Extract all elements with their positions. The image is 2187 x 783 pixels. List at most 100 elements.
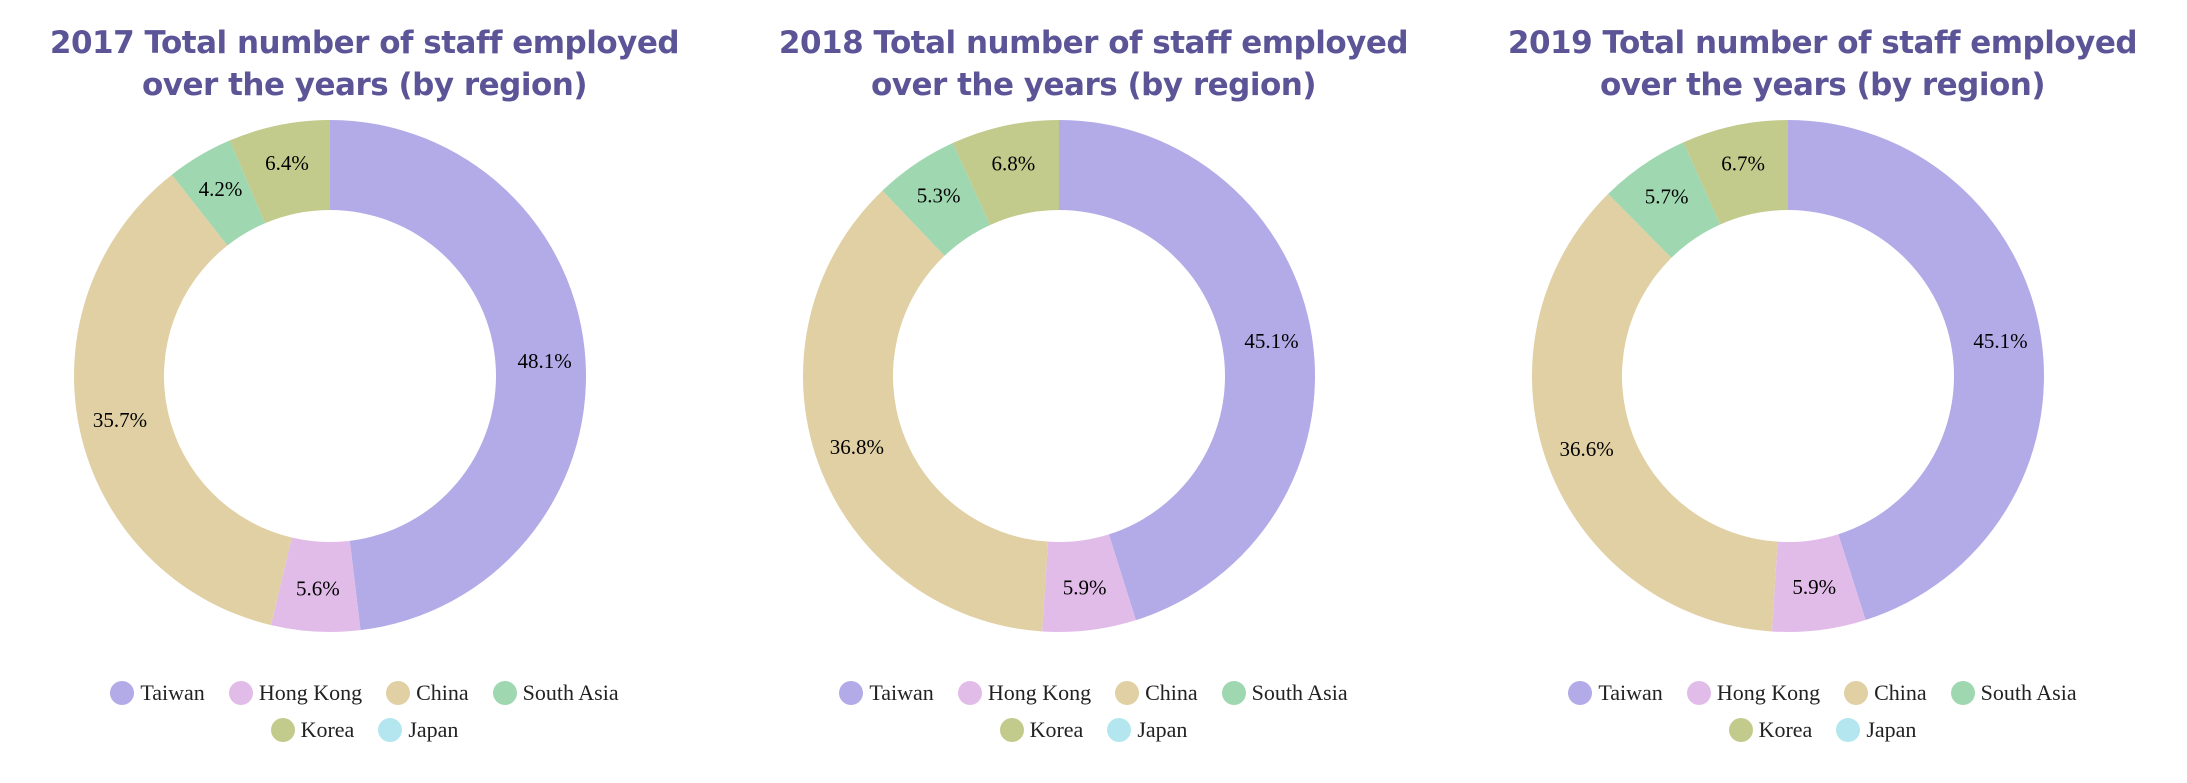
legend-item-japan[interactable]: Japan <box>378 717 458 743</box>
slice-label-south-asia: 5.7% <box>1645 184 1689 208</box>
legend-item-china[interactable]: China <box>1115 680 1198 706</box>
legend-swatch-japan <box>378 717 403 742</box>
legend-item-taiwan[interactable]: Taiwan <box>110 679 205 706</box>
legend-item-korea[interactable]: Korea <box>999 716 1084 743</box>
legend-swatch-taiwan <box>110 680 135 705</box>
chart-title: 2019 Total number of staff employed over… <box>1458 22 2187 106</box>
legend-item-china[interactable]: China <box>1844 680 1927 706</box>
legend-label-taiwan: Taiwan <box>1598 679 1663 705</box>
legend: Taiwan Hong Kong China South Asia Korea Japan <box>729 674 1458 748</box>
legend-label-korea: Korea <box>1758 716 1813 742</box>
slice-china <box>803 190 1049 632</box>
legend-row: Taiwan Hong Kong China South Asia <box>729 674 1458 711</box>
legend-row: Korea Japan <box>729 711 1458 748</box>
legend-row: Korea Japan <box>0 711 729 748</box>
slice-label-hong-kong: 5.6% <box>296 576 340 600</box>
legend-item-hong-kong[interactable]: Hong Kong <box>957 679 1092 706</box>
legend-swatch-hong-kong <box>957 680 982 705</box>
legend-item-south-asia[interactable]: South Asia <box>492 679 619 706</box>
slice-label-hong-kong: 5.9% <box>1063 575 1107 599</box>
chart-title-line-1: 2018 Total number of staff employed <box>778 25 1409 61</box>
donut-chart: 45.1% 5.9% 36.6% 5.7% 6.7% <box>1532 120 2044 632</box>
slice-label-hong-kong: 5.9% <box>1792 575 1836 599</box>
legend-swatch-hong-kong <box>228 680 253 705</box>
slice-china <box>1532 193 1778 632</box>
legend-swatch-china <box>386 680 411 705</box>
legend-label-hong-kong: Hong Kong <box>1716 679 1821 705</box>
chart-title-line-2: over the years (by region) <box>1599 67 2046 103</box>
slice-china <box>73 174 292 626</box>
legend-swatch-korea <box>1728 717 1753 742</box>
chart-panel-2018: 2018 Total number of staff employed over… <box>729 0 1458 783</box>
legend-row: Taiwan Hong Kong China South Asia <box>0 674 729 711</box>
legend-swatch-taiwan <box>839 680 864 705</box>
slice-labels: 48.1% 5.6% 35.7% 4.2% 6.4% <box>93 151 572 600</box>
slice-hong-kong <box>271 537 361 632</box>
slice-label-korea: 6.7% <box>1721 152 1765 176</box>
legend-label-japan: Japan <box>1137 716 1188 742</box>
legend-label-china: China <box>1145 679 1198 705</box>
slice-label-taiwan: 48.1% <box>517 349 571 373</box>
slice-label-china: 35.7% <box>93 408 147 432</box>
legend-label-hong-kong: Hong Kong <box>987 679 1092 705</box>
legend-item-taiwan[interactable]: Taiwan <box>1568 679 1663 706</box>
legend-swatch-china <box>1844 680 1869 705</box>
slice-south-asia <box>882 143 991 256</box>
legend-label-china: China <box>1874 679 1927 705</box>
legend-item-hong-kong[interactable]: Hong Kong <box>228 679 363 706</box>
legend-swatch-hong-kong <box>1686 680 1711 705</box>
chart-panel-2019: 2019 Total number of staff employed over… <box>1458 0 2187 783</box>
slice-label-south-asia: 4.2% <box>199 177 243 201</box>
chart-title-line-2: over the years (by region) <box>870 67 1317 103</box>
slice-hong-kong <box>1771 534 1866 632</box>
legend-item-south-asia[interactable]: South Asia <box>1221 680 1348 706</box>
slice-korea <box>952 120 1059 225</box>
legend-item-korea[interactable]: Korea <box>270 717 354 743</box>
slice-labels: 45.1% 5.9% 36.8% 5.3% 6.8% <box>830 152 1299 600</box>
legend: Taiwan Hong Kong China South Asia Korea Japan <box>1458 674 2187 748</box>
legend-item-taiwan[interactable]: Taiwan <box>839 680 934 706</box>
legend-label-south-asia: South Asia <box>522 679 619 705</box>
legend: Taiwan Hong Kong China South Asia Korea Japan <box>0 674 729 748</box>
legend-label-taiwan: Taiwan <box>140 679 205 705</box>
legend-item-japan[interactable]: Japan <box>1836 717 1916 743</box>
legend-item-china[interactable]: China <box>386 680 469 706</box>
legend-swatch-korea <box>270 717 295 742</box>
legend-item-south-asia[interactable]: South Asia <box>1950 679 2077 706</box>
chart-title: 2017 Total number of staff employed over… <box>0 22 729 106</box>
legend-item-japan[interactable]: Japan <box>1107 717 1187 743</box>
slice-labels: 45.1% 5.9% 36.6% 5.7% 6.7% <box>1560 152 2028 600</box>
legend-item-hong-kong[interactable]: Hong Kong <box>1686 679 1821 706</box>
slice-south-asia <box>171 140 266 246</box>
slice-korea <box>1683 120 1788 225</box>
legend-item-korea[interactable]: Korea <box>1728 716 1813 743</box>
slice-taiwan <box>330 120 586 631</box>
slice-korea <box>229 120 330 224</box>
legend-label-china: China <box>416 679 469 705</box>
slice-label-south-asia: 5.3% <box>917 184 961 208</box>
slice-taiwan <box>1059 120 1315 621</box>
legend-label-south-asia: South Asia <box>1980 679 2077 705</box>
legend-label-hong-kong: Hong Kong <box>258 679 363 705</box>
slice-label-korea: 6.4% <box>265 151 309 175</box>
legend-row: Korea Japan <box>1458 711 2187 748</box>
legend-swatch-china <box>1115 680 1140 705</box>
chart-title-line-1: 2017 Total number of staff employed <box>49 25 680 61</box>
slice-hong-kong <box>1042 534 1136 632</box>
legend-swatch-south-asia <box>1221 680 1246 705</box>
legend-swatch-south-asia <box>1950 680 1975 705</box>
legend-swatch-taiwan <box>1568 680 1593 705</box>
chart-title-line-1: 2019 Total number of staff employed <box>1507 25 2138 61</box>
chart-title-line-2: over the years (by region) <box>141 67 588 103</box>
legend-label-japan: Japan <box>1866 716 1917 742</box>
donut-chart: 48.1% 5.6% 35.7% 4.2% 6.4% <box>73 120 586 632</box>
chart-title: 2018 Total number of staff employed over… <box>729 22 1458 106</box>
legend-label-korea: Korea <box>1029 716 1084 742</box>
slice-label-taiwan: 45.1% <box>1244 329 1298 353</box>
slice-south-asia <box>1608 142 1721 258</box>
legend-swatch-korea <box>999 717 1024 742</box>
slice-taiwan <box>1788 120 2044 620</box>
legend-swatch-japan <box>1107 717 1132 742</box>
legend-row: Taiwan Hong Kong China South Asia <box>1458 674 2187 711</box>
